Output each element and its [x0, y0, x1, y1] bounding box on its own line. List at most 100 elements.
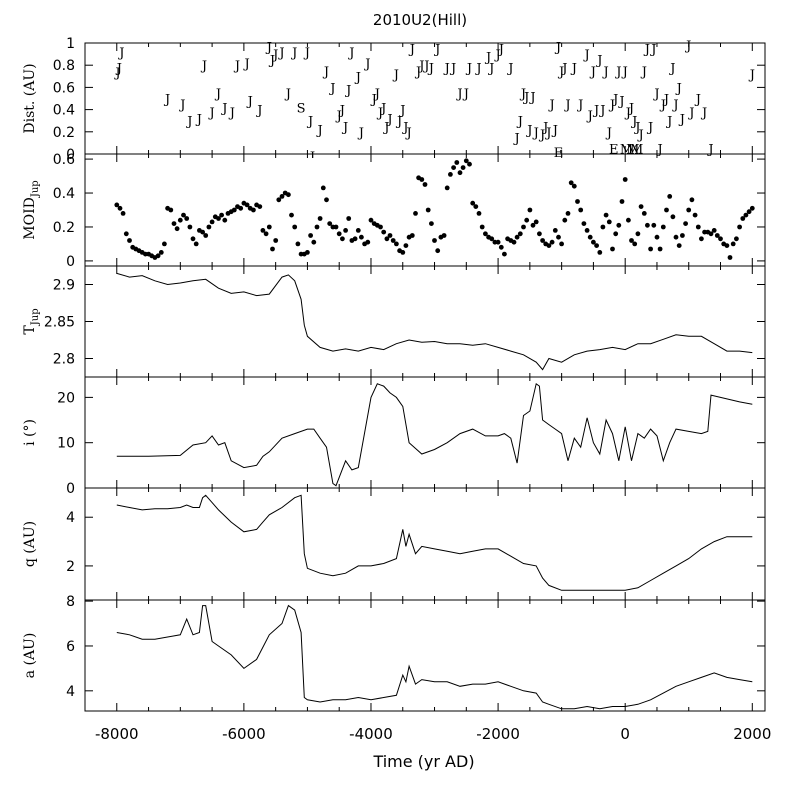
moid-point: [279, 194, 285, 199]
moid-point: [413, 211, 418, 216]
moid-point: [692, 212, 698, 218]
moid-point: [346, 216, 352, 221]
moid-point: [743, 212, 749, 218]
encounter-marker-J: J: [700, 106, 707, 121]
moid-point: [336, 231, 342, 237]
y-tick-label-dist: 0.2: [53, 125, 75, 141]
moid-point: [219, 212, 225, 218]
plot-area-incl: [116, 382, 753, 487]
encounter-marker-J: J: [382, 120, 389, 135]
moid-point: [476, 211, 482, 216]
encounter-marker-J: J: [551, 124, 558, 139]
encounter-marker-S: S: [297, 101, 306, 116]
y-axis-label-moid: MOIDJup: [22, 180, 41, 239]
encounter-marker-J: J: [163, 93, 170, 108]
moid-point: [432, 238, 437, 243]
y-tick-label-incl: 20: [57, 390, 75, 406]
moid-point: [727, 255, 733, 260]
encounter-marker-J: J: [246, 95, 253, 110]
moid-point: [619, 199, 625, 204]
moid-point: [422, 182, 428, 187]
encounter-marker-J: J: [271, 48, 278, 63]
moid-point: [200, 229, 206, 235]
moid-point: [266, 224, 272, 230]
encounter-marker-J: J: [633, 120, 640, 135]
moid-point: [571, 183, 577, 189]
y-tick-label-q: 2: [66, 559, 75, 575]
moid-point: [448, 172, 453, 177]
moid-point: [190, 236, 196, 242]
encounter-marker-J: J: [627, 101, 634, 116]
encounter-marker-J: J: [589, 65, 596, 80]
y-tick-label-dist: 1: [66, 36, 75, 52]
encounter-marker-J: J: [592, 104, 599, 119]
encounter-marker-J: J: [630, 115, 637, 130]
encounter-marker-J: J: [614, 65, 621, 80]
moid-point: [155, 253, 161, 259]
encounter-marker-J: J: [516, 115, 523, 130]
y-tick-label-moid: 0.6: [53, 152, 75, 168]
moid-point: [699, 236, 704, 242]
y-axis-label-tjup: TJup: [22, 308, 41, 334]
encounter-marker-J: J: [284, 87, 291, 102]
moid-point: [584, 228, 590, 233]
moid-point: [530, 222, 536, 228]
moid-point: [120, 211, 126, 216]
encounter-marker-J: J: [385, 113, 392, 128]
encounter-marker-J: J: [563, 98, 570, 113]
moid-point: [552, 228, 558, 233]
moid-point: [467, 161, 472, 167]
encounter-marker-J: J: [493, 48, 500, 63]
moid-point: [193, 241, 199, 247]
moid-point: [521, 224, 526, 230]
moid-point: [314, 224, 320, 230]
moid-point: [244, 202, 250, 208]
x-tick-label: 0: [620, 725, 630, 743]
y-tick-label-q: 4: [66, 510, 75, 526]
y-tick-label-tjup: 2.8: [53, 352, 75, 368]
moid-point: [635, 231, 641, 237]
encounter-marker-J: J: [554, 40, 561, 55]
moid-point: [591, 239, 596, 245]
moid-point: [651, 222, 657, 228]
moid-point: [680, 233, 685, 238]
moid-point: [168, 207, 174, 213]
encounter-marker-J: J: [655, 142, 662, 157]
encounter-marker-J: J: [668, 61, 675, 76]
encounter-marker-J: J: [433, 43, 440, 58]
y-tick-label-a: 6: [66, 639, 75, 655]
encounter-marker-J: J: [748, 68, 755, 83]
encounter-marker-J: J: [290, 46, 297, 61]
encounter-marker-J: J: [455, 87, 462, 102]
moid-point: [162, 241, 167, 247]
moid-point: [394, 241, 399, 247]
encounter-marker-J: J: [315, 124, 322, 139]
moid-point: [311, 239, 317, 245]
moid-point: [251, 207, 256, 213]
moid-point: [657, 246, 663, 252]
chart-title: 2010U2(Hill): [373, 11, 467, 29]
encounter-marker-J: J: [255, 104, 262, 119]
encounter-marker-J: J: [547, 98, 554, 113]
encounter-marker-J: J: [392, 68, 399, 83]
encounter-marker-J: J: [341, 120, 348, 135]
y-tick-label-incl: 0: [66, 481, 75, 497]
encounter-marker-J: J: [487, 61, 494, 76]
moid-point: [270, 246, 275, 252]
moid-point: [368, 217, 374, 223]
moid-point: [457, 170, 463, 176]
encounter-marker-J: J: [659, 98, 666, 113]
moid-point: [460, 165, 466, 171]
moid-point: [286, 192, 291, 198]
moid-point: [626, 217, 631, 223]
moid-point: [664, 207, 669, 213]
moid-point: [524, 217, 530, 223]
moid-point: [533, 219, 539, 225]
encounter-marker-J: J: [417, 59, 424, 74]
encounter-marker-J: J: [465, 61, 472, 76]
encounter-marker-J: J: [185, 115, 192, 130]
y-axis-label-a: a (AU): [22, 633, 38, 679]
encounter-marker-J: J: [652, 87, 659, 102]
moid-point: [289, 212, 294, 218]
encounter-marker-J: J: [443, 61, 450, 76]
